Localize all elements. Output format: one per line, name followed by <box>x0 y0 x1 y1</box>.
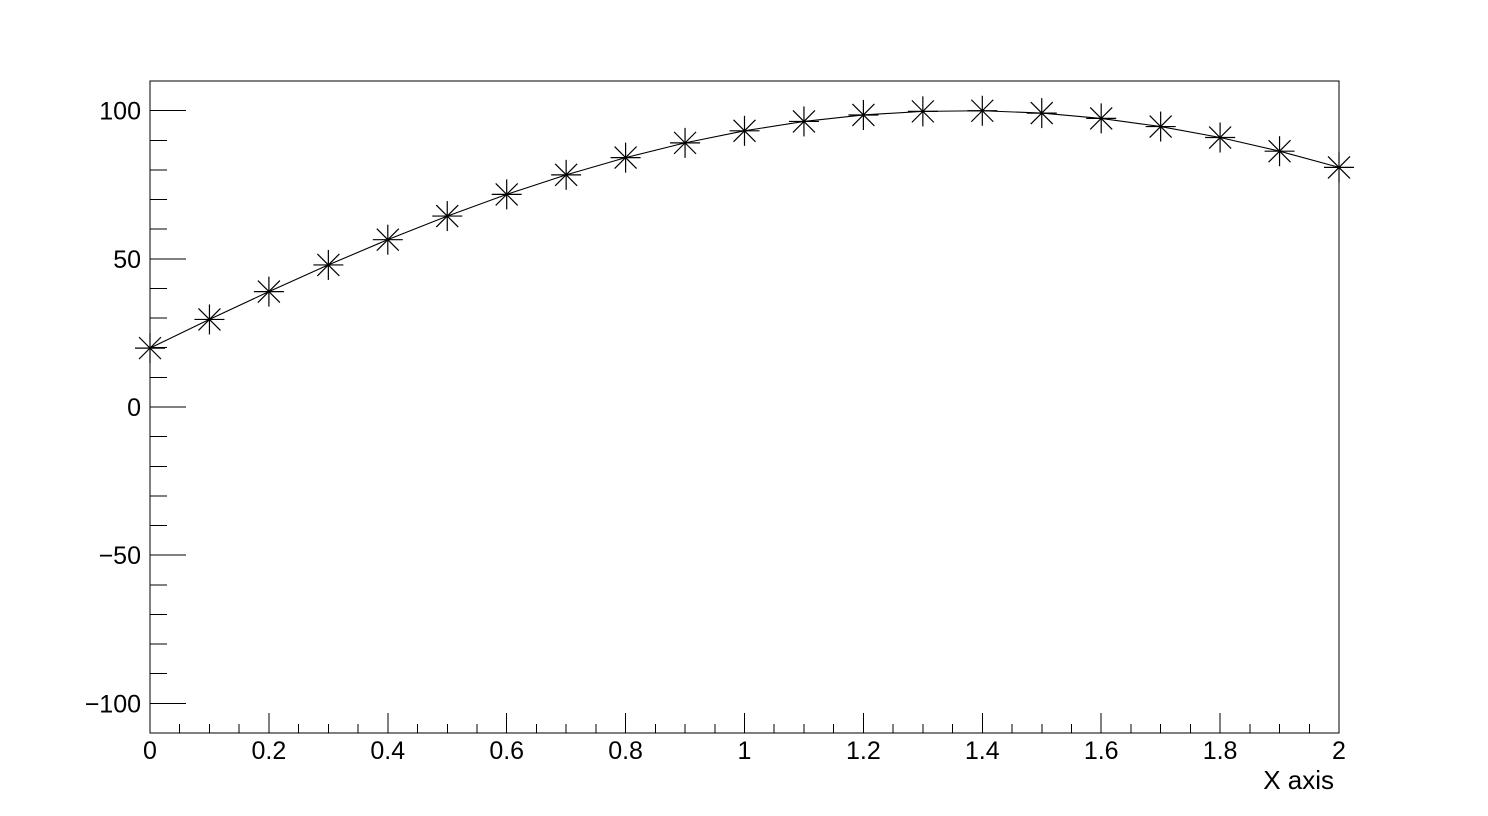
marker-stroke-d2 <box>138 336 162 360</box>
x-tick-label: 0.6 <box>489 737 524 765</box>
data-point-marker <box>1026 98 1057 129</box>
marker-stroke-d2 <box>1089 106 1113 130</box>
plot-frame <box>149 80 1340 734</box>
axis-ticks <box>149 110 1340 733</box>
y-tick-label: 50 <box>113 246 141 274</box>
x-tick-label: 0.2 <box>252 737 287 765</box>
data-point-marker <box>1324 152 1354 183</box>
data-point-marker <box>135 333 165 364</box>
x-tick-label: 1.6 <box>1084 737 1119 765</box>
marker-stroke-d2 <box>316 253 340 277</box>
x-tick-label: 1.8 <box>1203 737 1238 765</box>
marker-stroke-d2 <box>970 99 994 123</box>
series-line <box>149 110 1340 349</box>
marker-stroke-d2 <box>554 163 578 187</box>
data-point-marker <box>729 115 760 146</box>
marker-stroke-d2 <box>1030 101 1054 125</box>
data-point-marker <box>848 99 879 130</box>
marker-stroke-d2 <box>495 182 519 206</box>
data-point-marker <box>610 142 641 173</box>
data-point-marker <box>253 276 284 307</box>
marker-stroke-d2 <box>257 280 281 304</box>
marker-stroke-d2 <box>1149 115 1173 138</box>
data-point-marker <box>788 106 819 137</box>
marker-stroke-d2 <box>1208 126 1232 149</box>
x-axis-title: X axis <box>1263 765 1334 795</box>
data-point-marker <box>1264 136 1295 167</box>
data-point-marker <box>1145 111 1176 142</box>
y-tick-label: −50 <box>99 542 141 570</box>
y-tick-label: 0 <box>127 394 141 422</box>
data-point-marker <box>372 224 403 255</box>
data-series <box>135 95 1354 364</box>
data-point-marker <box>194 304 225 335</box>
marker-stroke-d2 <box>1268 139 1291 163</box>
data-point-marker <box>907 96 938 127</box>
marker-stroke-d2 <box>851 103 875 127</box>
marker-stroke-d2 <box>673 131 697 155</box>
data-point-marker <box>432 201 463 232</box>
data-point-marker <box>551 159 582 190</box>
data-point-marker <box>313 249 344 280</box>
marker-stroke-d2 <box>614 146 638 170</box>
y-tick-label: 100 <box>99 98 141 126</box>
marker-stroke-d2 <box>198 308 221 331</box>
y-tick-label: −100 <box>85 690 141 718</box>
x-tick-label: 0 <box>143 737 157 765</box>
data-point-marker <box>1086 103 1117 134</box>
data-point-marker <box>967 95 998 126</box>
x-tick-label: 1.4 <box>965 737 1000 765</box>
data-point-marker <box>491 179 522 210</box>
x-tick-label: 0.8 <box>608 737 643 765</box>
marker-stroke-d2 <box>376 228 400 252</box>
x-tick-label: 0.4 <box>370 737 405 765</box>
x-tick-label: 2 <box>1332 737 1346 765</box>
marker-stroke-d2 <box>911 99 935 123</box>
marker-stroke-d2 <box>792 109 816 133</box>
data-point-marker <box>1205 122 1236 153</box>
data-point-marker <box>670 127 701 158</box>
marker-stroke-d2 <box>733 119 756 143</box>
marker-stroke-d2 <box>435 204 459 228</box>
axis-tick-labels: 0 0.2 0.4 0.6 0.8 1 1.2 1.4 1.6 1.8 2 100 50 0 −50 −100 <box>85 98 1346 765</box>
x-tick-label: 1 <box>738 737 752 765</box>
marker-stroke-d2 <box>1327 155 1351 179</box>
x-tick-label: 1.2 <box>846 737 881 765</box>
